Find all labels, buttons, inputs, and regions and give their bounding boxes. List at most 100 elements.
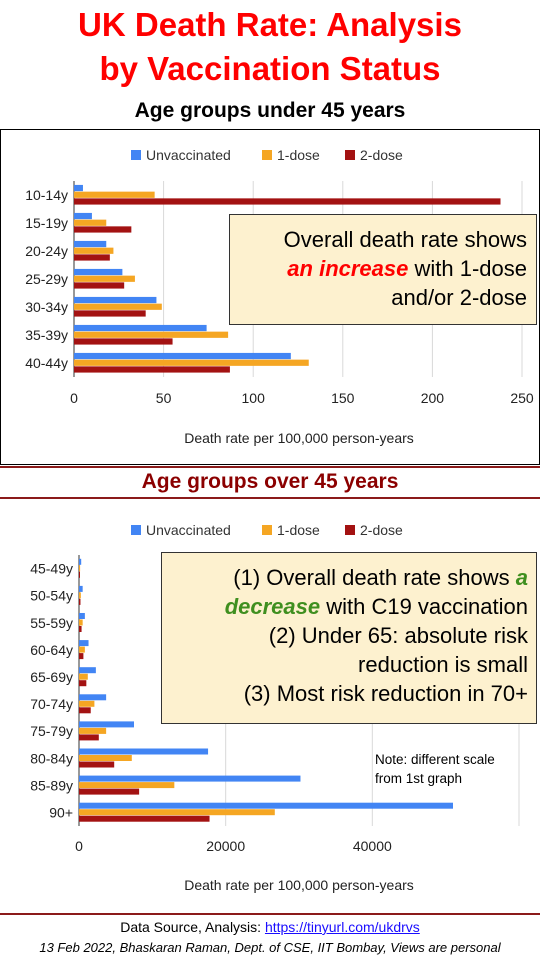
bar-15-19y-series-3 — [74, 226, 132, 233]
bar-90+-series-2 — [79, 809, 275, 816]
category-label-55-59y: 55-59y — [30, 615, 73, 631]
category-label-30-34y: 30-34y — [25, 299, 68, 315]
bar-80-84y-series-1 — [79, 748, 209, 755]
bar-90+-series-3 — [79, 815, 210, 822]
bar-45-49y-series-2 — [79, 565, 81, 572]
callout2-line2-rest: with C19 vaccination — [320, 594, 528, 619]
x-axis-title: Death rate per 100,000 person-years — [184, 877, 414, 893]
bar-75-79y-series-1 — [79, 721, 134, 728]
x-tick-label-4: 150 — [331, 390, 355, 406]
callout2-line5: (3) Most risk reduction in 70+ — [243, 681, 528, 706]
x-tick-label-6: 250 — [510, 390, 534, 406]
bar-25-29y-series-1 — [74, 268, 123, 276]
bar-50-54y-series-2 — [79, 592, 81, 599]
category-label-20-24y: 20-24y — [25, 243, 68, 259]
callout2-line1: (1) Overall death rate shows a — [162, 563, 528, 592]
legend-label-1: Unvaccinated — [146, 147, 231, 163]
callout2-line3: (2) Under 65: absolute risk — [268, 623, 528, 648]
bar-85-89y-series-2 — [79, 782, 175, 789]
footer-source-link[interactable]: https://tinyurl.com/ukdrvs — [264, 919, 420, 935]
main-title-line-2: by Vaccination Status — [99, 50, 441, 87]
chart2-svg: Unvaccinated 1-dose 2-dose 0 20000 40000 45-49… — [30, 522, 520, 893]
bar-35-39y-series-1 — [74, 324, 207, 332]
bar-75-79y-series-2 — [79, 727, 107, 734]
chart1-title: Age groups under 45 years — [134, 99, 406, 122]
category-label-10-14y: 10-14y — [25, 187, 68, 203]
legend-label-3: 2-dose — [360, 522, 403, 538]
bar-10-14y-series-1 — [74, 184, 83, 192]
category-label-45-49y: 45-49y — [30, 561, 73, 577]
bar-80-84y-series-3 — [79, 761, 115, 768]
legend-swatch-1 — [131, 525, 141, 535]
category-label-50-54y: 50-54y — [30, 588, 73, 604]
bar-35-39y-series-3 — [74, 338, 173, 345]
scale-note-line1: Note: different scale — [375, 752, 495, 767]
x-tick-label-3: 40000 — [353, 838, 392, 854]
category-label-90+: 90+ — [49, 804, 73, 820]
x-axis-title: Death rate per 100,000 person-years — [184, 430, 414, 446]
legend-swatch-2 — [262, 525, 272, 535]
bar-10-14y-series-3 — [74, 198, 501, 205]
bar-70-74y-series-3 — [79, 707, 91, 714]
bar-60-64y-series-1 — [79, 640, 89, 647]
bar-30-34y-series-2 — [74, 303, 162, 310]
category-label-60-64y: 60-64y — [30, 642, 73, 658]
legend-label-2: 1-dose — [277, 147, 320, 163]
bar-60-64y-series-2 — [79, 646, 85, 653]
bar-65-69y-series-1 — [79, 667, 96, 674]
category-label-65-69y: 65-69y — [30, 669, 73, 685]
bar-20-24y-series-1 — [74, 240, 107, 248]
legend-swatch-1 — [131, 150, 141, 160]
category-label-25-29y: 25-29y — [25, 271, 68, 287]
callout2-emphasis-a: a — [515, 565, 528, 590]
callout2-line2: decrease with C19 vaccination — [162, 592, 528, 621]
bar-45-49y-series-3 — [79, 571, 80, 578]
category-label-85-89y: 85-89y — [30, 777, 73, 793]
bar-40-44y-series-3 — [74, 366, 230, 373]
callout2-line4: reduction is small — [358, 652, 528, 677]
callout1-line2: an increase with 1-dose — [230, 254, 527, 283]
legend-swatch-2 — [262, 150, 272, 160]
callout-increase: Overall death rate shows an increase wit… — [229, 214, 537, 325]
chart2-title: Age groups over 45 years — [141, 470, 399, 493]
footer-credit: 13 Feb 2022, Bhaskaran Raman, Dept. of C… — [39, 940, 501, 955]
divider-footer — [0, 913, 540, 915]
footer-source-label: Data Source, Analysis: — [120, 919, 265, 935]
bar-60-64y-series-3 — [79, 653, 84, 660]
category-label-75-79y: 75-79y — [30, 723, 73, 739]
callout1-emphasis: an increase — [287, 256, 409, 281]
bar-80-84y-series-2 — [79, 754, 132, 762]
divider-bottom — [0, 497, 540, 499]
divider-top — [0, 466, 540, 468]
main-title-line-1: UK Death Rate: Analysis — [78, 6, 462, 43]
bar-45-49y-series-1 — [79, 558, 82, 565]
legend-label-1: Unvaccinated — [146, 522, 231, 538]
category-label-35-39y: 35-39y — [25, 327, 68, 343]
bar-85-89y-series-1 — [79, 775, 301, 782]
legend-swatch-3 — [345, 525, 355, 535]
bar-55-59y-series-3 — [79, 626, 82, 633]
category-label-15-19y: 15-19y — [25, 215, 68, 231]
x-tick-label-5: 200 — [421, 390, 445, 406]
callout-decrease: (1) Overall death rate shows a decrease … — [161, 552, 537, 724]
bar-55-59y-series-1 — [79, 612, 85, 619]
bar-25-29y-series-3 — [74, 282, 125, 289]
bar-25-29y-series-2 — [74, 275, 135, 282]
callout2-line1-pre: (1) Overall death rate shows — [233, 565, 516, 590]
bar-55-59y-series-2 — [79, 619, 83, 626]
bar-20-24y-series-3 — [74, 254, 110, 261]
legend-label-2: 1-dose — [277, 522, 320, 538]
bar-90+-series-1 — [79, 802, 453, 809]
bar-30-34y-series-1 — [74, 296, 157, 304]
callout1-line1: Overall death rate shows — [283, 227, 527, 252]
legend-swatch-3 — [345, 150, 355, 160]
x-tick-label-2: 50 — [156, 390, 172, 406]
bar-15-19y-series-1 — [74, 212, 92, 220]
footer-source: Data Source, Analysis: https://tinyurl.c… — [0, 919, 540, 935]
category-label-80-84y: 80-84y — [30, 750, 73, 766]
category-label-70-74y: 70-74y — [30, 696, 73, 712]
bar-65-69y-series-3 — [79, 680, 87, 687]
scale-note: Note: different scale from 1st graph — [375, 750, 495, 788]
legend-label-3: 2-dose — [360, 147, 403, 163]
scale-note-line2: from 1st graph — [375, 771, 463, 786]
